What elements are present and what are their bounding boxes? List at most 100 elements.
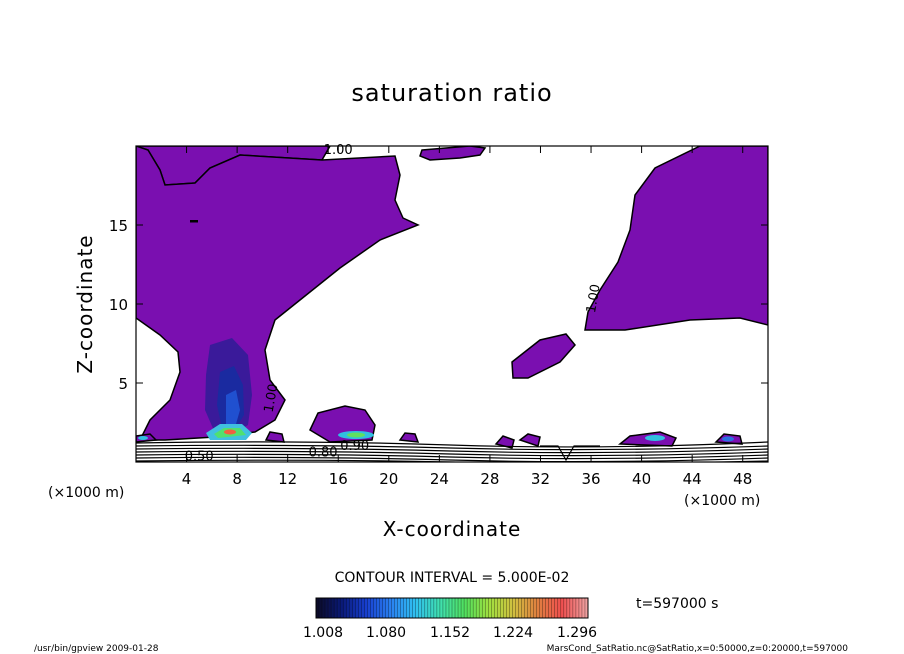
x-unit-left: (×1000 m) (48, 485, 124, 501)
colorbar-cell (572, 598, 577, 618)
colorbar-cell (554, 598, 559, 618)
colorbar-cell (485, 598, 489, 618)
colorbar-cell (394, 598, 398, 618)
x-tick-label: 24 (430, 470, 449, 488)
x-tick-label: 12 (278, 470, 297, 488)
colorbar-cell (349, 598, 353, 618)
colorbar-cell (316, 598, 320, 618)
colorbar-cell (412, 598, 417, 618)
colorbar-cell (506, 598, 510, 618)
x-tick-label: 20 (379, 470, 398, 488)
colorbar-cell (461, 598, 465, 618)
footer-right: MarsCond_SatRatio.nc@SatRatio,x=0:50000,… (547, 644, 849, 654)
x-tick-label: 44 (683, 470, 702, 488)
colorbar-cell (560, 598, 565, 618)
x-axis-ticks: 4 8 12 16 20 24 28 32 36 40 44 48 (182, 146, 752, 488)
chart-title: saturation ratio (351, 79, 552, 107)
x-axis-label: X-coordinate (383, 517, 522, 541)
colorbar-cell (352, 598, 356, 618)
colorbar-cell (400, 598, 404, 618)
colorbar-cell (442, 598, 447, 618)
colorbar-cell (521, 598, 525, 618)
low-blob-41-core (645, 435, 665, 441)
colorbar-cell (331, 598, 335, 618)
colorbar-tick-label: 1.296 (557, 625, 597, 641)
colorbar-cell (409, 598, 414, 618)
y-tick-label: 5 (118, 375, 128, 393)
colorbar-cell (500, 598, 504, 618)
colorbar-cell (527, 598, 531, 618)
colorbar-cell (361, 598, 365, 618)
footer-left: /usr/bin/gpview 2009-01-28 (34, 644, 159, 654)
time-text: t=597000 s (636, 596, 718, 612)
colorbar-cell (436, 598, 441, 618)
colorbar-tick-labels: 1.008 1.080 1.152 1.224 1.296 (303, 625, 597, 641)
x-tick-label: 4 (182, 470, 192, 488)
colorbar-tick-label: 1.008 (303, 625, 343, 641)
colorbar-cell (364, 598, 368, 618)
colorbar-cell (334, 598, 338, 618)
colorbar-cell (445, 598, 450, 618)
colorbar-cell (539, 598, 543, 618)
colorbar-cell (433, 598, 438, 618)
colorbar-cell (494, 598, 498, 618)
colorbar-cell (569, 598, 574, 618)
low-blob-16-core-inner (347, 432, 365, 438)
colorbar-cell (427, 598, 432, 618)
colorbar-cell (415, 598, 420, 618)
contour-label: 0.90 (340, 439, 369, 454)
colorbar-cell (358, 598, 362, 618)
colorbar-cell (325, 598, 329, 618)
colorbar-cell (385, 598, 389, 618)
colorbar-cell (343, 598, 347, 618)
low-blob-12 (264, 431, 285, 443)
colorbar-cell (421, 598, 426, 618)
contour-fill-layer (136, 146, 768, 462)
contour-interval-text: CONTOUR INTERVAL = 5.000E-02 (335, 570, 570, 586)
top-blob (419, 146, 487, 161)
x-unit-right: (×1000 m) (684, 493, 760, 509)
x-tick-label: 40 (632, 470, 651, 488)
colorbar-cell (563, 598, 568, 618)
colorbar-frame (315, 597, 589, 619)
colorbar-cell (391, 598, 395, 618)
colorbar-cell (578, 598, 583, 618)
colorbar-cell (430, 598, 435, 618)
colorbar-cell (340, 598, 344, 618)
colorbar-cell (530, 598, 534, 618)
colorbar-cell (509, 598, 513, 618)
colorbar-tick-label: 1.224 (493, 625, 533, 641)
colorbar-cell (482, 598, 486, 618)
colorbar-cell (388, 598, 392, 618)
colorbar-cell (476, 598, 480, 618)
colorbar-cell (557, 598, 562, 618)
colorbar-cell (379, 598, 383, 618)
colorbar-cell (566, 598, 571, 618)
colorbar-cell (533, 598, 537, 618)
colorbar-cell (548, 598, 553, 618)
colorbar-cell (424, 598, 429, 618)
colorbar-cell (370, 598, 374, 618)
saturated-region-right (584, 146, 768, 331)
y-axis-ticks: 5 10 15 (109, 217, 768, 393)
colorbar-cell (491, 598, 495, 618)
contour-label: 1.00 (262, 383, 282, 414)
colorbar-cell (581, 598, 586, 618)
colorbar-cell (439, 598, 444, 618)
x-tick-label: 16 (329, 470, 348, 488)
colorbar-cell (536, 598, 540, 618)
colorbar-cell (458, 598, 462, 618)
colorbar-cell (524, 598, 528, 618)
colorbar-cell (518, 598, 522, 618)
colorbar-cell (355, 598, 359, 618)
colorbar-cell (551, 598, 556, 618)
near-surface-contours (136, 441, 768, 462)
colorbar-cell (497, 598, 501, 618)
colorbar-cell (373, 598, 377, 618)
colorbar-cell (470, 598, 474, 618)
colorbar-cell (346, 598, 350, 618)
colorbar-cell (488, 598, 492, 618)
colorbar-cell (503, 598, 507, 618)
contour-label: 0.80 (309, 445, 338, 460)
